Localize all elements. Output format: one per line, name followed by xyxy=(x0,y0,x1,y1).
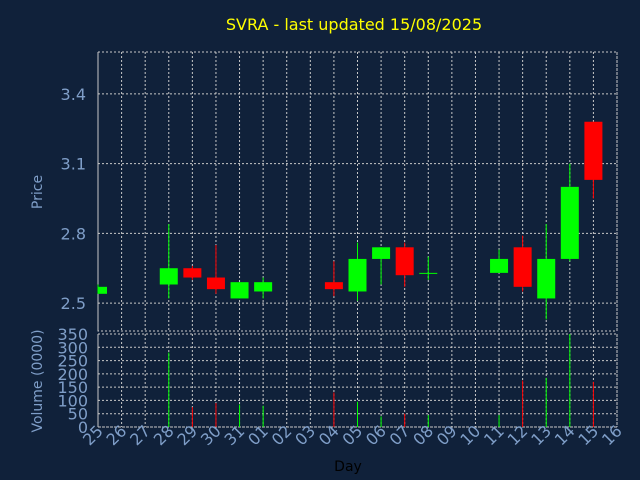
price-tick-label: 3.4 xyxy=(61,85,86,104)
volume-tick-label: 150 xyxy=(57,378,88,397)
volume-tick-label: 0 xyxy=(78,418,88,437)
candle-body xyxy=(183,268,202,278)
candle-body xyxy=(230,282,249,299)
volume-axis-label: Volume (0000) xyxy=(30,329,46,432)
price-frame xyxy=(97,51,618,332)
candle-body xyxy=(513,247,532,287)
price-axis-label: Price xyxy=(30,175,46,209)
candle-body xyxy=(324,282,343,290)
price-panel: 2.5 2.8 3.1 3.4 Price xyxy=(30,51,618,332)
volume-tick-label: 300 xyxy=(57,338,88,357)
candle-body xyxy=(584,121,603,180)
candle-body xyxy=(490,258,509,273)
price-y-tick-labels: 2.5 2.8 3.1 3.4 xyxy=(61,85,86,313)
volume-grid xyxy=(97,333,618,428)
chart-title: SVRA - last updated 15/08/2025 xyxy=(226,15,482,34)
candle-body xyxy=(348,258,367,292)
volume-bars xyxy=(168,334,594,427)
volume-tick-label: 350 xyxy=(57,325,88,344)
volume-tick-label: 100 xyxy=(57,391,88,410)
candles xyxy=(97,121,603,320)
price-tick-label: 2.5 xyxy=(61,294,86,313)
x-axis-label: Day xyxy=(334,459,362,475)
x-tick-labels: 2526272829303101020304050607080910111213… xyxy=(79,421,626,449)
candle-body xyxy=(98,286,107,294)
volume-tick-label: 250 xyxy=(57,352,88,371)
candle-body xyxy=(206,277,225,290)
volume-tick-label: 50 xyxy=(68,405,88,424)
candle-body xyxy=(560,186,579,259)
candle-body xyxy=(159,268,178,285)
volume-tick-label: 200 xyxy=(57,365,88,384)
candle-body xyxy=(254,282,273,292)
price-tick-label: 2.8 xyxy=(61,224,86,243)
volume-frame xyxy=(97,333,618,428)
price-tick-label: 3.1 xyxy=(61,155,86,174)
candle-body xyxy=(537,258,556,299)
candle-body xyxy=(395,247,414,276)
candle-body xyxy=(419,272,438,274)
candle-body xyxy=(372,247,391,259)
